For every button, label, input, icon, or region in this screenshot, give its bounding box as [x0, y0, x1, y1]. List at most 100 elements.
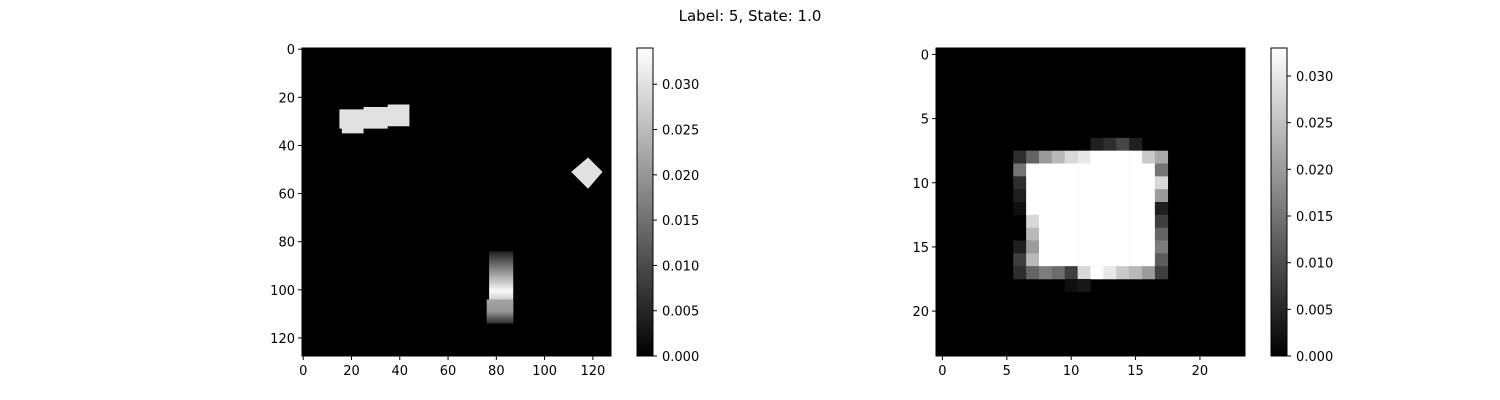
x-tick-label: 80 — [488, 364, 505, 379]
pixel-cell — [1051, 163, 1066, 177]
pixel-cell — [1142, 214, 1156, 228]
x-tick-label: 20 — [343, 364, 360, 379]
pixel-cell — [1116, 253, 1130, 267]
pixel-cell — [1154, 189, 1169, 203]
pixel-cell — [1116, 214, 1130, 228]
y-tick-label: 15 — [912, 241, 929, 256]
pixel-cell — [1103, 240, 1117, 254]
colorbar-tick-label: 0.005 — [1296, 303, 1333, 318]
colorbar-tick-label: 0.025 — [662, 124, 699, 139]
pixel-cell — [1090, 202, 1104, 216]
figure-title: Label: 5, State: 1.0 — [679, 7, 822, 25]
pixel-cell — [1013, 163, 1027, 177]
pixel-cell — [1064, 202, 1078, 216]
pixel-cell — [1026, 189, 1040, 203]
x-tick-label: 10 — [1063, 364, 1080, 379]
pixel-cell — [1039, 227, 1053, 241]
pixel-cell — [1077, 240, 1091, 254]
image-content — [1013, 137, 1169, 293]
pixel-cell — [1103, 150, 1117, 164]
pixel-cell — [1039, 163, 1053, 177]
pixel-cell — [1090, 253, 1104, 267]
colorbar: 0.000 0.005 0.010 0.015 0.020 0.025 0.030 — [636, 47, 699, 365]
colorbar-tick-label: 0.025 — [1296, 117, 1333, 132]
pixel-cell — [1103, 202, 1117, 216]
colorbar-tick-label: 0.010 — [1296, 257, 1333, 272]
pixel-cell — [1116, 227, 1130, 241]
pixel-cell — [1051, 214, 1066, 228]
pixel-cell — [1077, 214, 1091, 228]
pixel-cell — [1026, 266, 1040, 280]
pixel-cell — [1103, 176, 1117, 190]
axes-frame — [935, 47, 1246, 357]
colorbar-tick-label: 0.030 — [1296, 70, 1333, 85]
colorbar-tick-label: 0.020 — [662, 169, 699, 184]
pixel-cell — [1064, 279, 1078, 293]
y-tick-label: 80 — [278, 236, 295, 251]
pixel-cell — [1090, 266, 1104, 280]
pixel-cell — [1064, 163, 1078, 177]
y-tick-label: 0 — [921, 48, 929, 63]
pixel-cell — [1064, 266, 1078, 280]
pixel-cell — [1077, 150, 1091, 164]
left-image: 0 20 40 60 80 100 120 0 20 40 60 80 100 120 0.000 0.005… — [270, 43, 699, 379]
pixel-cell — [1013, 150, 1027, 164]
pixel-cell — [1026, 202, 1040, 216]
pixel-cell — [1064, 214, 1078, 228]
right-image: 0 5 10 15 20 0 5 10 15 20 0.000 0.005 0.010 0.015 0.02… — [912, 47, 1333, 379]
pixel-cell — [1116, 137, 1130, 151]
colorbar: 0.000 0.005 0.010 0.015 0.020 0.025 0.030 — [1270, 47, 1333, 365]
pixel-cell — [1077, 176, 1091, 190]
pixel-cell — [1090, 176, 1104, 190]
y-tick-label: 100 — [270, 284, 295, 299]
pixel-cell — [1090, 227, 1104, 241]
pixel-cell — [1116, 176, 1130, 190]
pixel-cell — [1077, 202, 1091, 216]
pixel-cell — [1154, 266, 1169, 280]
pixel-cell — [1064, 240, 1078, 254]
pixel-cell — [1129, 150, 1143, 164]
y-tick-label: 20 — [278, 91, 295, 106]
pixel-cell — [1090, 214, 1104, 228]
pixel-cell — [1116, 202, 1130, 216]
colorbar-scale — [1270, 47, 1288, 357]
pixel-cell — [1090, 150, 1104, 164]
y-tick-label: 5 — [921, 113, 929, 128]
x-tick-label: 120 — [580, 364, 605, 379]
x-tick-label: 0 — [938, 364, 946, 379]
pixel-cell — [1013, 202, 1027, 216]
y-tick-label: 60 — [278, 188, 295, 203]
pixel-cell — [1064, 253, 1078, 267]
pixel-cell — [1116, 189, 1130, 203]
pixel-cell — [1051, 189, 1066, 203]
colorbar-tick-label: 0.020 — [1296, 163, 1333, 178]
pixel-cell — [1013, 266, 1027, 280]
pixel-cell — [1142, 240, 1156, 254]
image-content — [339, 104, 603, 324]
pixel-cell — [1077, 163, 1091, 177]
pixel-cell — [1090, 240, 1104, 254]
pixel-cell — [1051, 240, 1066, 254]
pixel-cell — [1142, 189, 1156, 203]
x-tick-label: 0 — [299, 364, 307, 379]
pixel-cell — [1129, 266, 1143, 280]
pixel-cell — [1064, 176, 1078, 190]
pixel-cell — [1077, 266, 1091, 280]
colorbar-tick-label: 0.000 — [662, 350, 699, 365]
pixel-cell — [1090, 189, 1104, 203]
x-tick-label: 60 — [440, 364, 457, 379]
y-tick-label: 0 — [287, 43, 295, 58]
pixel-cell — [1064, 150, 1078, 164]
pixel-cell — [1116, 240, 1130, 254]
pixel-cell — [1026, 214, 1040, 228]
pixel-cell — [1116, 150, 1130, 164]
x-tick-label: 5 — [1003, 364, 1011, 379]
pixel-cell — [1129, 240, 1143, 254]
bright-region — [571, 157, 603, 189]
pixel-cell — [1129, 227, 1143, 241]
pixel-cell — [1051, 266, 1066, 280]
colorbar-tick-label: 0.010 — [662, 259, 699, 274]
pixel-cell — [1129, 137, 1143, 151]
pixel-cell — [1039, 150, 1053, 164]
y-tick-label: 20 — [912, 305, 929, 320]
